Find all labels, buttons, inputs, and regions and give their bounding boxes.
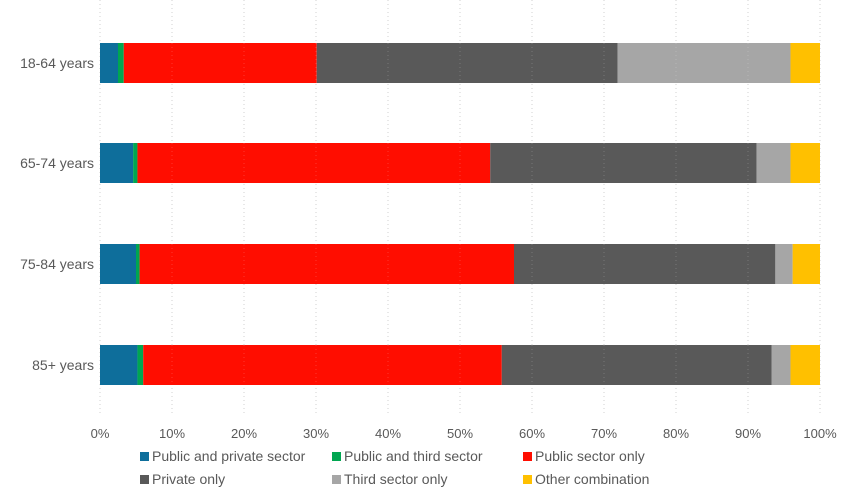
bar-segment [139, 244, 514, 284]
legend-item: Other combination [523, 471, 649, 487]
bar-segment [617, 43, 791, 83]
x-tick-label: 40% [375, 426, 401, 441]
bars [100, 43, 820, 385]
bar-segment [756, 143, 791, 183]
x-tick-label: 10% [159, 426, 185, 441]
category-label: 18-64 years [20, 55, 94, 71]
x-tick-label: 80% [663, 426, 689, 441]
legend-swatch [332, 475, 341, 484]
bar-segment [100, 345, 138, 385]
bar-segment [501, 345, 772, 385]
bar-segment [771, 345, 791, 385]
legend-item: Private only [140, 471, 225, 487]
category-labels: 18-64 years 65-74 years 75-84 years 85+ yea… [20, 55, 94, 373]
bar-segment [143, 345, 502, 385]
x-tick-label: 20% [231, 426, 257, 441]
legend-item: Public and third sector [332, 448, 483, 464]
legend-label: Public sector only [535, 448, 645, 464]
x-tick-label: 50% [447, 426, 473, 441]
legend-label: Public and private sector [152, 448, 306, 464]
legend-label: Third sector only [344, 471, 447, 487]
x-tick-label: 30% [303, 426, 329, 441]
bar-segment [137, 143, 491, 183]
category-label: 65-74 years [20, 155, 94, 171]
bar-segment [123, 43, 317, 83]
x-tick-label: 100% [803, 426, 837, 441]
bar-segment [118, 43, 124, 83]
bar-segment [514, 244, 776, 284]
legend-item: Public and private sector [140, 448, 306, 464]
legend: Public and private sector Public and thir… [140, 448, 649, 487]
x-axis-ticks: 0% 10% 20% 30% 40% 50% 60% 70% 80% 90% 100% [91, 426, 837, 441]
bar-segment [790, 143, 820, 183]
legend-item: Public sector only [523, 448, 645, 464]
bar-segment [490, 143, 757, 183]
bar-segment [792, 244, 820, 284]
bar-segment [100, 244, 136, 284]
x-tick-label: 60% [519, 426, 545, 441]
bar-segment [136, 244, 140, 284]
bar-segment [775, 244, 793, 284]
x-tick-label: 90% [735, 426, 761, 441]
legend-label: Other combination [535, 471, 649, 487]
bar-segment [137, 345, 144, 385]
x-tick-label: 0% [91, 426, 110, 441]
legend-item: Third sector only [332, 471, 447, 487]
bar-segment [316, 43, 618, 83]
legend-swatch [523, 475, 532, 484]
legend-swatch [523, 452, 532, 461]
legend-swatch [140, 452, 149, 461]
legend-swatch [332, 452, 341, 461]
legend-swatch [140, 475, 149, 484]
legend-label: Public and third sector [344, 448, 483, 464]
category-label: 85+ years [32, 357, 94, 373]
x-tick-label: 70% [591, 426, 617, 441]
bar-segment [790, 43, 820, 83]
bar-segment [790, 345, 820, 385]
bar-segment [100, 43, 118, 83]
category-label: 75-84 years [20, 256, 94, 272]
bar-segment [133, 143, 138, 183]
legend-label: Private only [152, 471, 225, 487]
bar-segment [100, 143, 134, 183]
